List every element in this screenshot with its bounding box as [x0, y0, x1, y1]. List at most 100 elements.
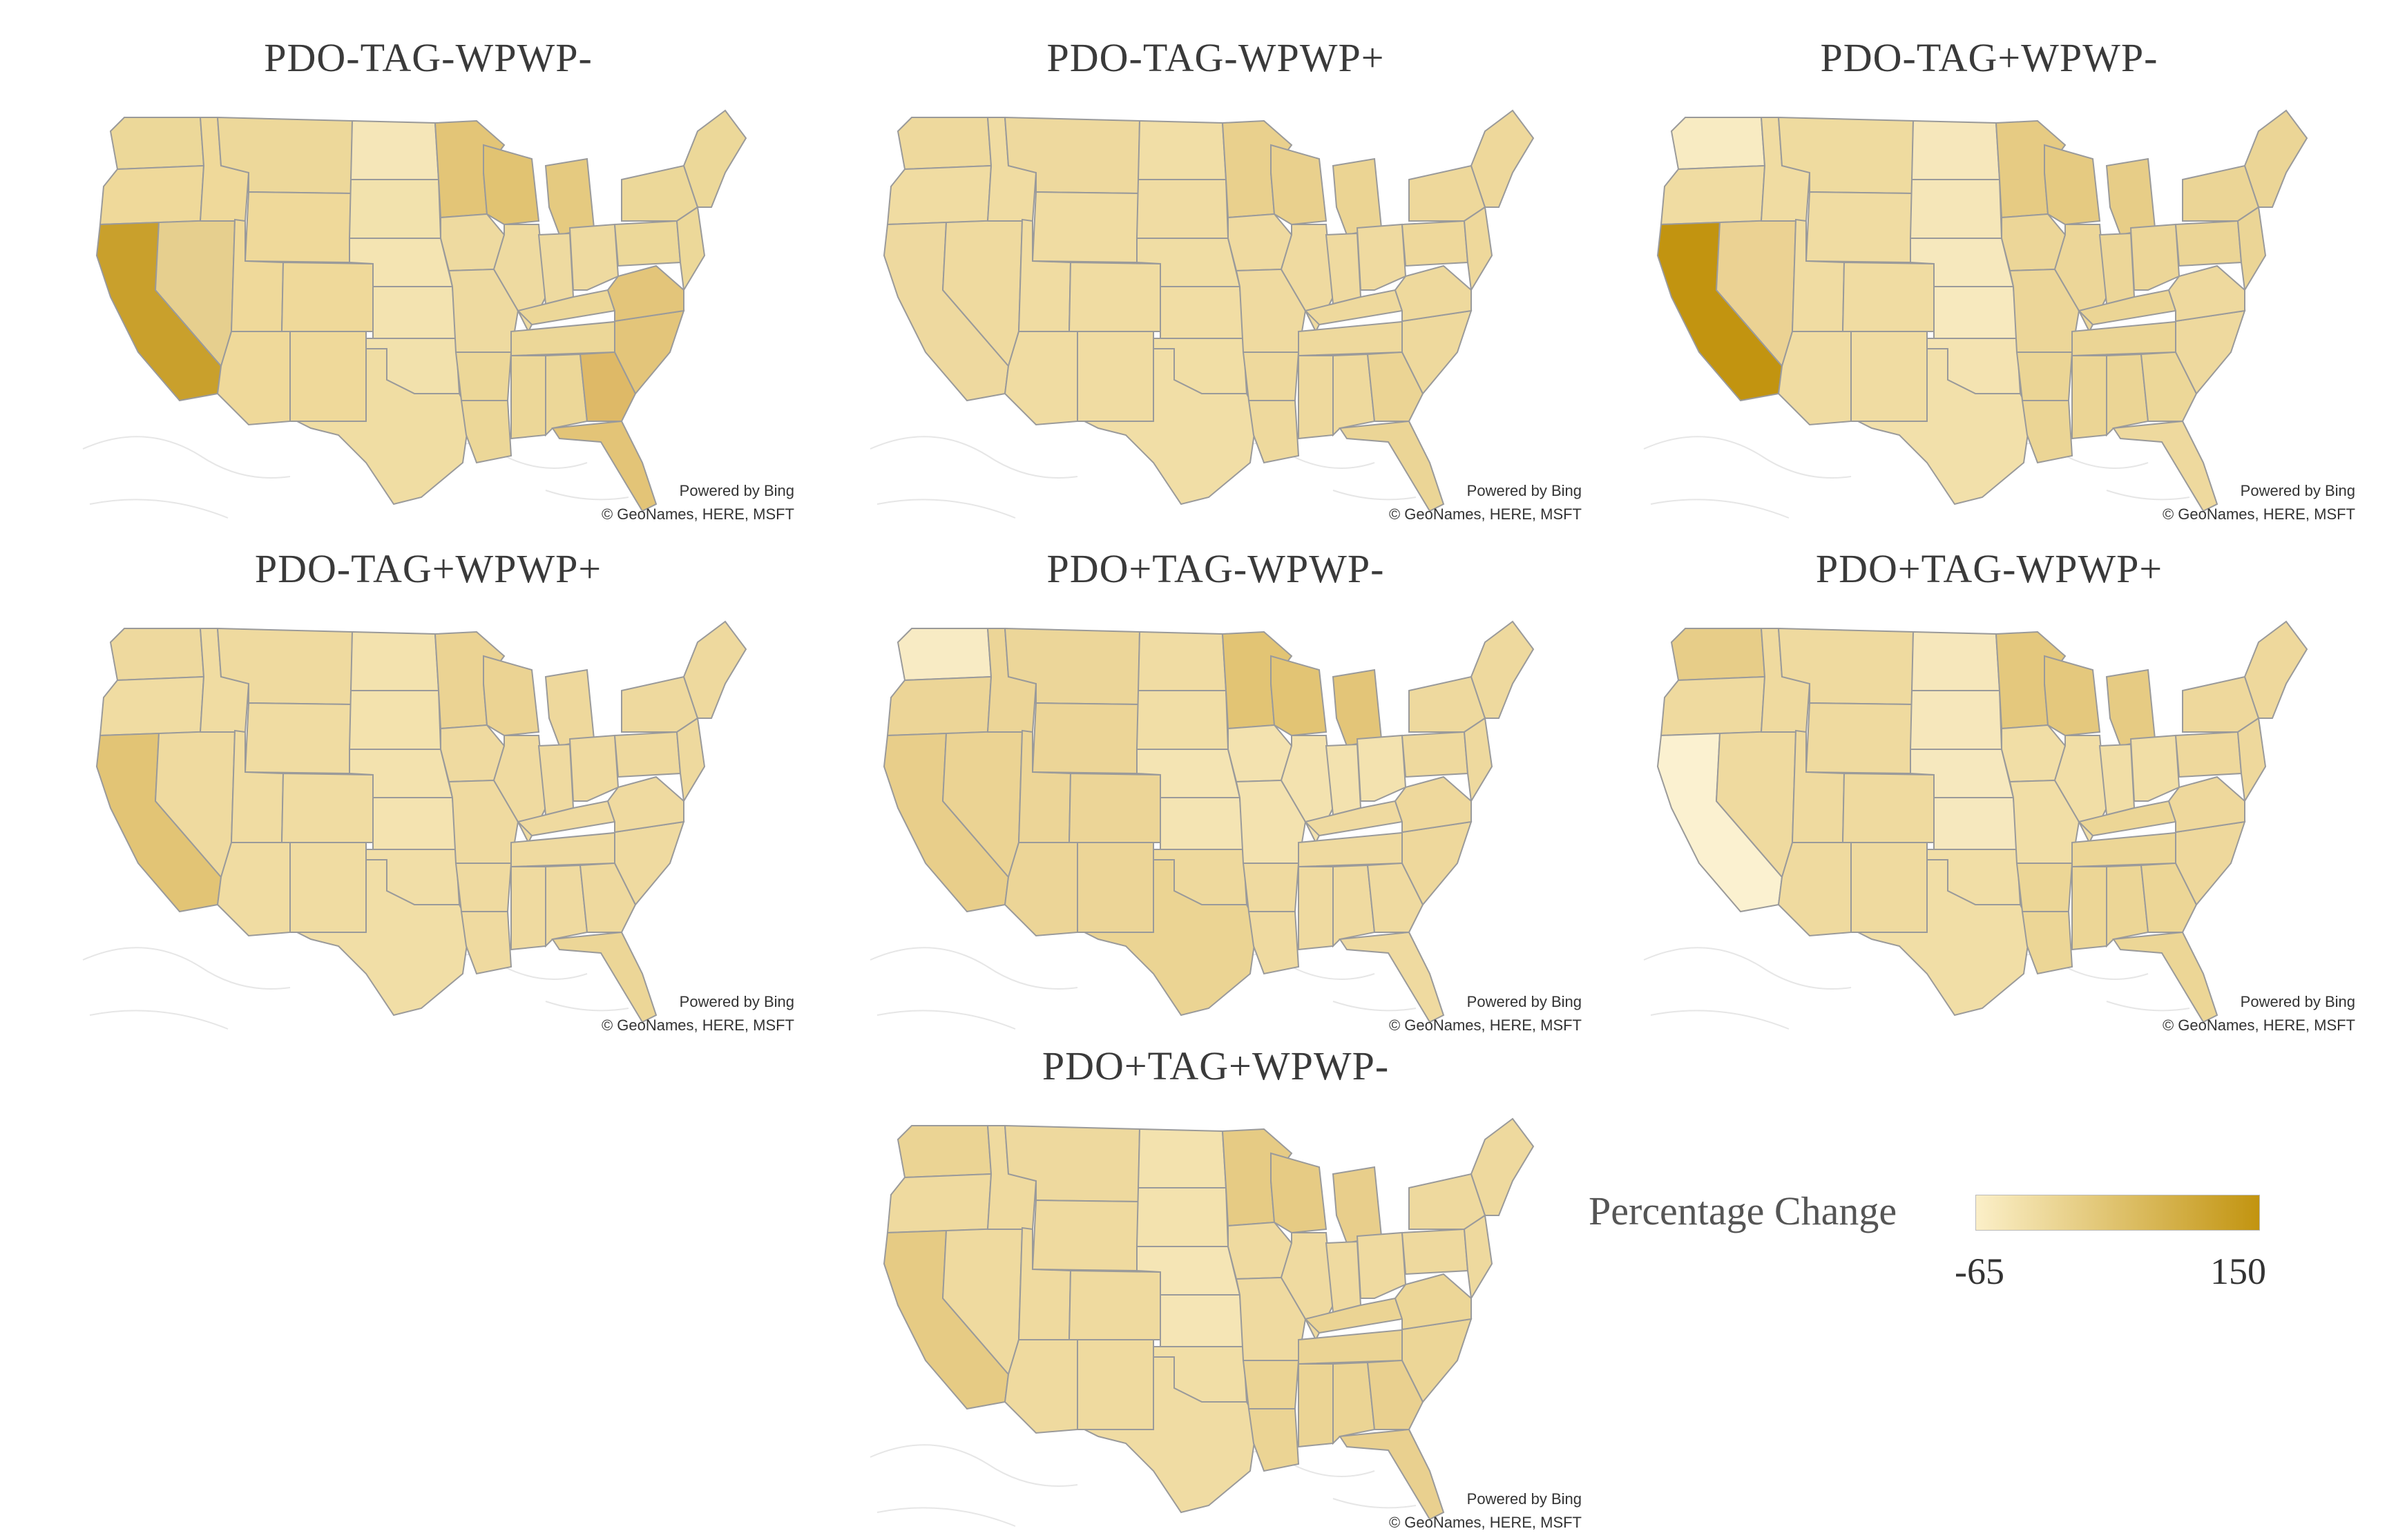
region-az — [1004, 842, 1078, 937]
region-oh — [1356, 734, 1407, 802]
region-az — [1777, 331, 1852, 426]
map-panel-1: PDO-TAG-WPWP- — [62, 35, 794, 532]
region-wa — [1670, 628, 1766, 682]
region-sd — [1135, 179, 1229, 239]
region-co — [1068, 1269, 1161, 1340]
region-oh — [1356, 1231, 1407, 1299]
panel-title: PDO+TAG+WPWP- — [1042, 1043, 1390, 1088]
region-wi — [483, 144, 540, 226]
region-ia — [440, 724, 506, 783]
region-ar — [454, 863, 512, 912]
region-pa — [1401, 220, 1469, 267]
region-tx — [1084, 348, 1258, 506]
region-in — [537, 743, 575, 816]
region-sd — [348, 179, 442, 239]
us-choropleth-map — [1643, 620, 2308, 1030]
panel-title: PDO-TAG+WPWP+ — [254, 546, 602, 591]
legend-min-label: -65 — [1955, 1251, 2004, 1292]
region-nm — [1077, 1339, 1154, 1430]
region-ia — [2001, 213, 2067, 272]
region-oh — [2129, 734, 2181, 802]
region-ar — [2015, 352, 2073, 401]
region-nd — [1910, 631, 2001, 691]
region-al — [545, 864, 588, 948]
region-fl — [2112, 931, 2218, 1023]
map-panel-6: PDO+TAG-WPWP+ — [1623, 546, 2355, 1043]
state-regions — [95, 109, 747, 512]
attribution-copyright: © GeoNames, HERE, MSFT — [601, 506, 794, 523]
region-fl — [2112, 420, 2218, 512]
region-fl — [551, 931, 658, 1023]
region-ks — [1933, 286, 2018, 339]
attribution-copyright: © GeoNames, HERE, MSFT — [1388, 1017, 1582, 1034]
state-regions — [1656, 620, 2308, 1023]
panel-title: PDO+TAG-WPWP- — [1046, 546, 1385, 591]
panel-title: PDO-TAG+WPWP- — [1820, 35, 2158, 80]
region-la — [2021, 911, 2073, 975]
region-mid-atlantic — [675, 206, 706, 292]
region-oh — [1356, 223, 1407, 291]
region-va — [1394, 264, 1472, 323]
map-panel-2: PDO-TAG-WPWP+ — [850, 35, 1582, 532]
region-la — [2021, 400, 2073, 464]
region-ms — [1298, 1363, 1334, 1448]
region-az — [1004, 331, 1078, 426]
region-ks — [1160, 1294, 1245, 1347]
region-sd — [1135, 1187, 1229, 1247]
region-nd — [349, 119, 440, 180]
region-wa — [897, 117, 993, 171]
region-tx — [296, 859, 471, 1017]
region-tx — [1084, 859, 1258, 1017]
region-tx — [1084, 1356, 1258, 1514]
region-in — [1325, 232, 1362, 305]
region-wi — [1270, 144, 1328, 226]
region-pa — [2174, 220, 2243, 267]
panel-title: PDO-TAG-WPWP- — [264, 35, 593, 80]
state-regions — [883, 109, 1535, 512]
region-ar — [1242, 1360, 1300, 1409]
region-wy — [1031, 191, 1140, 264]
region-wa — [1670, 117, 1766, 171]
region-wi — [1270, 655, 1328, 737]
legend: Percentage Change -65 150 — [1589, 1174, 2314, 1312]
region-mi — [1332, 1166, 1383, 1244]
region-ks — [1160, 797, 1245, 850]
map-panel-7: PDO+TAG+WPWP- — [850, 1043, 1582, 1540]
region-wi — [1270, 1152, 1328, 1234]
attribution-copyright: © GeoNames, HERE, MSFT — [2162, 1017, 2355, 1034]
region-tx — [1857, 859, 2032, 1017]
region-wa — [109, 628, 205, 682]
us-choropleth-map — [870, 109, 1535, 519]
region-wy — [244, 191, 352, 264]
attribution-powered-by: Powered by Bing — [2240, 993, 2355, 1010]
legend-color-ramp — [1975, 1195, 2260, 1231]
mexico-coast-outline — [870, 947, 1417, 1030]
attribution-copyright: © GeoNames, HERE, MSFT — [1388, 506, 1582, 523]
region-wi — [2044, 655, 2101, 737]
region-wa — [897, 1125, 993, 1179]
region-ar — [2015, 863, 2073, 912]
region-pa — [613, 731, 682, 778]
region-pa — [613, 220, 682, 267]
region-fl — [1339, 1428, 1445, 1521]
region-ar — [1242, 352, 1300, 401]
region-va — [606, 264, 684, 323]
region-mid-atlantic — [1463, 206, 1493, 292]
region-nm — [1077, 842, 1154, 933]
mexico-coast-outline — [1643, 947, 2190, 1030]
region-pa — [1401, 731, 1469, 778]
region-co — [1068, 772, 1161, 843]
region-ga — [579, 351, 637, 422]
attribution-copyright: © GeoNames, HERE, MSFT — [1388, 1514, 1582, 1531]
region-ga — [1366, 1359, 1424, 1430]
region-wi — [483, 655, 540, 737]
region-ks — [372, 286, 457, 339]
region-nd — [1137, 119, 1227, 180]
region-tx — [296, 348, 471, 506]
region-or — [886, 164, 993, 226]
region-fl — [551, 420, 658, 512]
legend-max-label: 150 — [2210, 1251, 2266, 1292]
region-la — [1247, 1408, 1300, 1472]
region-mi — [2105, 157, 2156, 236]
region-ne-england — [1470, 620, 1535, 719]
